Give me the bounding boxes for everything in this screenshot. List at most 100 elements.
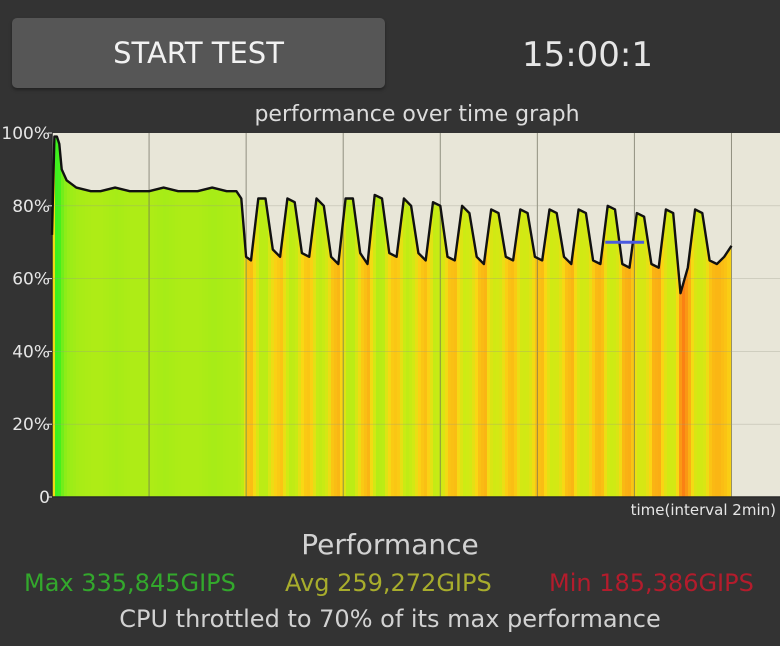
heat-bar bbox=[421, 133, 425, 497]
heat-bar bbox=[388, 133, 392, 497]
heat-bar bbox=[202, 133, 206, 497]
heat-bar bbox=[583, 133, 587, 497]
heat-bar bbox=[424, 133, 428, 497]
heat-bar bbox=[652, 133, 656, 497]
heat-bar bbox=[214, 133, 218, 497]
heat-bar bbox=[592, 133, 596, 497]
max-performance: Max 335,845GIPS bbox=[24, 569, 236, 597]
heat-bar bbox=[679, 133, 683, 497]
heat-bar bbox=[340, 133, 344, 497]
heat-bar bbox=[481, 133, 485, 497]
heat-bar bbox=[721, 133, 725, 497]
heat-bar bbox=[403, 133, 407, 497]
heat-bar bbox=[466, 133, 470, 497]
heat-bar bbox=[442, 133, 446, 497]
heat-bar bbox=[391, 133, 395, 497]
performance-chart: 0 20% 40% 60% 80% 100% bbox=[1, 124, 780, 508]
heat-bar bbox=[607, 133, 611, 497]
heat-bar bbox=[550, 133, 554, 497]
heat-bar bbox=[253, 133, 257, 497]
heat-bar bbox=[172, 133, 176, 497]
heat-bar bbox=[571, 133, 575, 497]
heat-bar bbox=[163, 133, 167, 497]
heat-bar bbox=[142, 133, 146, 497]
heat-bar bbox=[157, 133, 161, 497]
heat-bar bbox=[100, 133, 104, 497]
heat-bar bbox=[199, 133, 203, 497]
heat-bar bbox=[697, 133, 701, 497]
heat-bar bbox=[259, 133, 263, 497]
heat-bar bbox=[181, 133, 185, 497]
heat-bar bbox=[544, 133, 548, 497]
heat-bar bbox=[175, 133, 179, 497]
heat-bar bbox=[355, 133, 359, 497]
y-tick-label: 40% bbox=[12, 342, 50, 362]
heat-bar bbox=[517, 133, 521, 497]
heat-bar bbox=[724, 133, 728, 497]
heat-bar bbox=[598, 133, 602, 497]
heat-bar bbox=[121, 133, 125, 497]
heat-bar bbox=[661, 133, 665, 497]
heat-bar bbox=[505, 133, 509, 497]
heat-bar bbox=[52, 133, 56, 497]
heat-bar bbox=[268, 133, 272, 497]
start-test-button[interactable]: START TEST bbox=[12, 18, 385, 88]
heat-bar bbox=[514, 133, 518, 497]
timer-display: 15:00:1 bbox=[521, 35, 654, 75]
heat-bar bbox=[586, 133, 590, 497]
heat-bar bbox=[589, 133, 593, 497]
heat-bar bbox=[484, 133, 488, 497]
heat-bar bbox=[235, 133, 239, 497]
heat-bar bbox=[676, 133, 680, 497]
heat-bar bbox=[694, 133, 698, 497]
heat-bar bbox=[289, 133, 293, 497]
heat-bar bbox=[370, 133, 374, 497]
heat-bar bbox=[511, 133, 515, 497]
heat-bar bbox=[373, 133, 377, 497]
heat-bar bbox=[364, 133, 368, 497]
heat-bar bbox=[553, 133, 557, 497]
heat-bar bbox=[187, 133, 191, 497]
heat-bar bbox=[496, 133, 500, 497]
heat-bar bbox=[718, 133, 722, 497]
heat-bar bbox=[274, 133, 278, 497]
heat-bar bbox=[559, 133, 563, 497]
heat-bar bbox=[226, 133, 230, 497]
heat-bar bbox=[103, 133, 107, 497]
heat-bar bbox=[313, 133, 317, 497]
heat-bar bbox=[628, 133, 632, 497]
heat-bar bbox=[127, 133, 131, 497]
heat-bar bbox=[727, 133, 731, 497]
heat-bar bbox=[376, 133, 380, 497]
min-performance: Min 185,386GIPS bbox=[549, 569, 754, 597]
top-bar: START TEST 15:00:1 bbox=[0, 0, 780, 100]
heat-bar bbox=[238, 133, 242, 497]
heat-bar bbox=[217, 133, 221, 497]
heat-bar bbox=[673, 133, 677, 497]
heat-bar bbox=[415, 133, 419, 497]
heat-bar bbox=[124, 133, 128, 497]
heat-bar bbox=[196, 133, 200, 497]
heat-bar bbox=[277, 133, 281, 497]
heat-bar bbox=[211, 133, 215, 497]
throttle-summary: CPU throttled to 70% of its max performa… bbox=[119, 605, 661, 633]
area-mask bbox=[52, 133, 732, 294]
heat-bar bbox=[292, 133, 296, 497]
heat-bar bbox=[406, 133, 410, 497]
heat-bar bbox=[220, 133, 224, 497]
heat-bar bbox=[685, 133, 689, 497]
heat-bar bbox=[352, 133, 356, 497]
heat-bar bbox=[610, 133, 614, 497]
heat-bar bbox=[568, 133, 572, 497]
heat-bar bbox=[418, 133, 422, 497]
heat-bar bbox=[61, 133, 65, 497]
heat-bar bbox=[637, 133, 641, 497]
heat-bar bbox=[319, 133, 323, 497]
heat-bar bbox=[151, 133, 155, 497]
heat-bar bbox=[106, 133, 110, 497]
heat-bar bbox=[526, 133, 530, 497]
heat-bar bbox=[178, 133, 182, 497]
heat-bar bbox=[703, 133, 707, 497]
heat-bar bbox=[631, 133, 635, 497]
y-tick-label: 60% bbox=[12, 270, 50, 290]
